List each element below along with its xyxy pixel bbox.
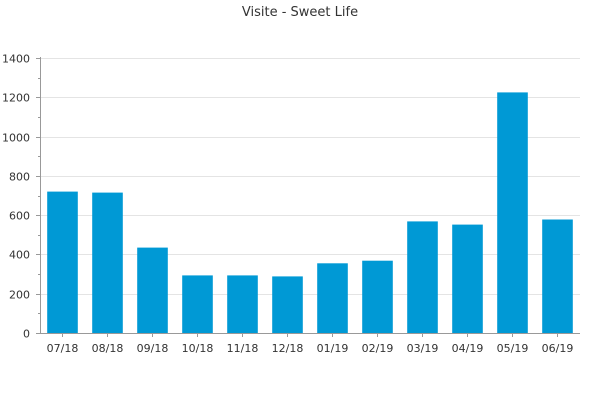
bar-02-19 [362,260,393,333]
y-tick-label: 200 [9,289,30,302]
x-tick-label: 12/18 [272,342,304,355]
y-tick-label: 600 [9,210,30,223]
y-tick-label: 1400 [2,53,30,66]
axes [36,57,580,337]
y-tick-label: 400 [9,249,30,262]
x-tick-label: 07/18 [47,342,79,355]
x-tick-label: 06/19 [542,342,574,355]
bar-05-19 [497,92,528,334]
x-tick-label: 03/19 [407,342,439,355]
x-tick-label: 10/18 [182,342,214,355]
chart-title: Visite - Sweet Life [242,5,358,20]
bar-11-18 [227,275,258,333]
x-tick-label: 01/19 [317,342,349,355]
bar-03-19 [407,221,438,333]
grid-lines [40,58,580,295]
x-tick-label: 11/18 [227,342,259,355]
y-tick-label: 1000 [2,132,30,145]
y-tick-label: 1200 [2,92,30,105]
x-tick-label: 08/18 [92,342,124,355]
x-tick-label: 05/19 [497,342,529,355]
bar-04-19 [452,224,483,333]
bar-10-18 [182,275,213,333]
y-tick-label: 800 [9,171,30,184]
bar-08-18 [92,192,123,333]
x-tick-label: 09/18 [137,342,169,355]
x-tick-labels: 07/18 08/18 09/18 10/18 11/18 12/18 01/19 02/19… [47,342,574,355]
y-tick-label: 0 [23,328,30,341]
x-tick-label: 02/19 [362,342,394,355]
bar-12-18 [272,276,303,333]
bars [47,92,573,334]
bar-07-18 [47,191,78,333]
y-tick-labels: 0 200 400 600 800 1000 1200 1400 [2,53,30,341]
bar-06-19 [542,219,573,333]
bar-01-19 [317,263,348,333]
x-tick-label: 04/19 [452,342,484,355]
bar-09-18 [137,247,168,333]
